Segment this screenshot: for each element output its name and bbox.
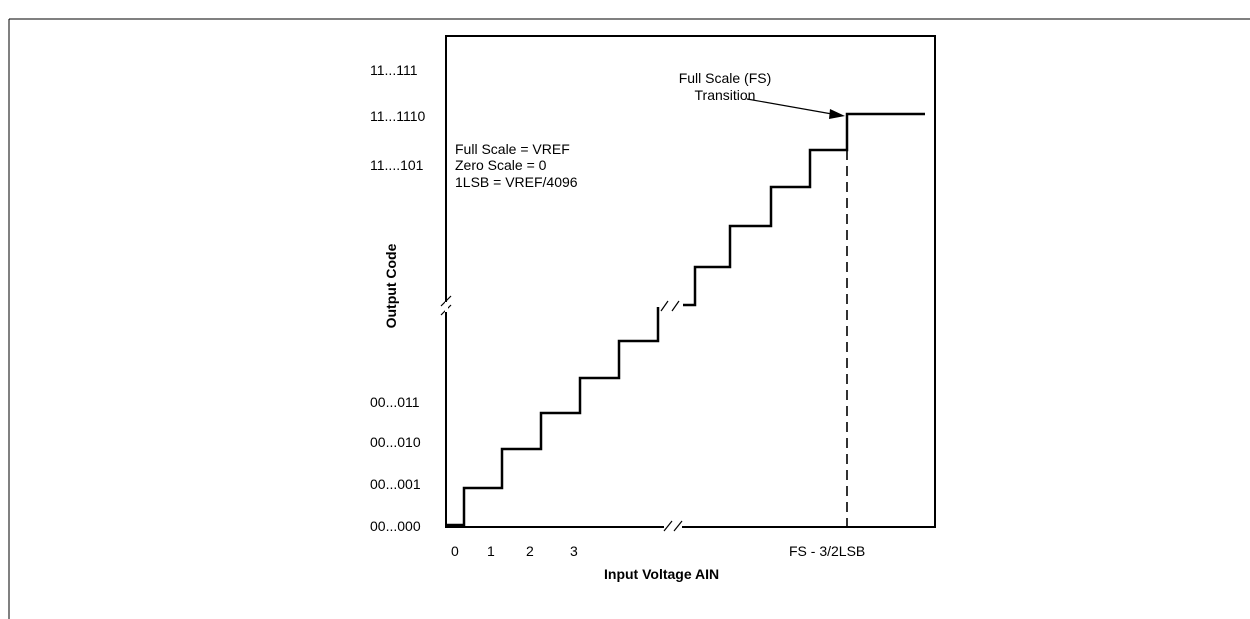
note-full-scale-sub: REF [541, 141, 570, 157]
x-tick-label: 1 [487, 543, 495, 559]
x-axis-break-mark [663, 520, 683, 532]
plot-box [445, 35, 936, 528]
transfer-staircase-lower [446, 307, 660, 527]
fs-callout-arrow [746, 98, 845, 119]
x-axis-title: Input Voltage AIN [604, 566, 720, 582]
y-axis-break-mark [440, 295, 452, 316]
y-axis-title: Output Code [383, 243, 399, 329]
fs-callout-line2: Transition [694, 87, 756, 103]
y-code-label: 00...000 [370, 518, 421, 534]
x-tick-label: 0 [451, 543, 459, 559]
y-code-label: 00...010 [370, 434, 421, 450]
x-tick-label: FS - 3/2LSB [789, 543, 866, 559]
note-lsb: 1LSB = VREF/4096 [455, 174, 578, 190]
staircase-break-mark [660, 300, 680, 312]
transfer-staircase-upper [683, 112, 925, 307]
y-code-label: 11...1110 [370, 108, 426, 124]
note-lsb-prefix: 1LSB = V [455, 174, 515, 190]
note-zero-scale: Zero Scale = 0 [455, 157, 547, 173]
y-code-label: 11...111 [370, 62, 418, 78]
y-code-label: 00...001 [370, 476, 421, 492]
y-code-label: 00...011 [370, 394, 420, 410]
x-tick-label: 2 [526, 543, 534, 559]
fs-callout-line1: Full Scale (FS) [678, 70, 772, 86]
note-full-scale: Full Scale = VREF [455, 141, 570, 157]
note-lsb-suffix: /4096 [542, 174, 578, 190]
y-code-label: 11....101 [370, 157, 424, 173]
note-lsb-sub: REF [514, 174, 543, 190]
note-full-scale-prefix: Full Scale = V [455, 141, 542, 157]
x-tick-label: 3 [570, 543, 578, 559]
